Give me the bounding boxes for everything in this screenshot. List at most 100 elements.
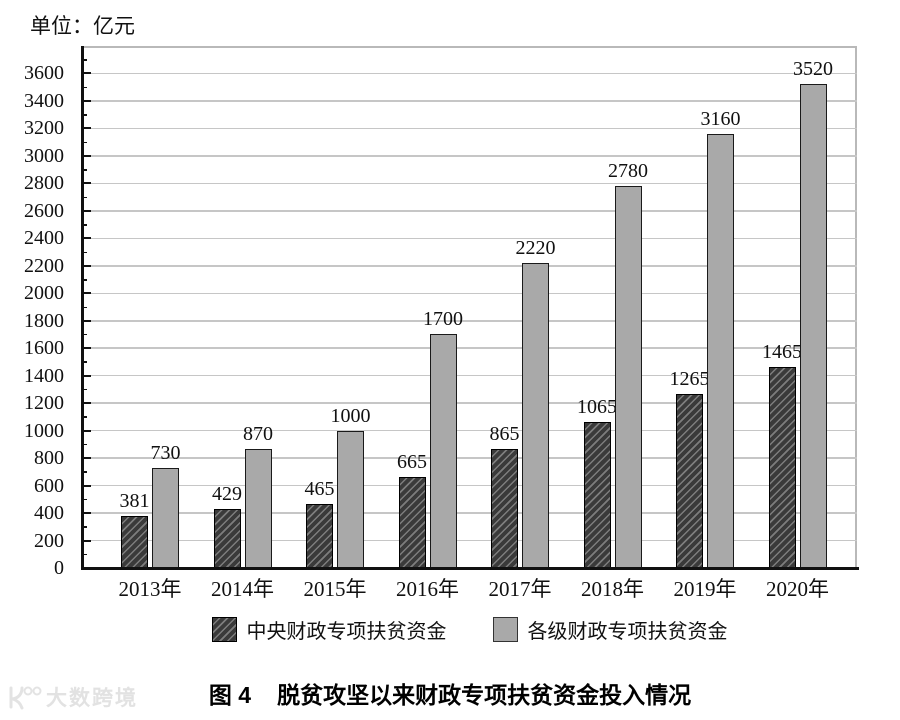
y-major-tick: [82, 319, 91, 322]
bar-value-label: 1700: [423, 308, 463, 331]
gridline: [82, 374, 857, 377]
y-major-tick: [82, 209, 91, 212]
chart-caption: 图 4 脱贫攻坚以来财政专项扶贫资金投入情况: [0, 676, 900, 710]
bar-value-label: 2780: [608, 160, 648, 183]
bar-value-label: 381: [119, 489, 150, 512]
y-major-tick: [82, 347, 91, 350]
x-axis-category-label: 2020年: [766, 577, 829, 601]
y-minor-tick: [82, 196, 87, 199]
gridline: [82, 457, 857, 459]
legend-item: 中央财政专项扶贫资金: [211, 615, 447, 644]
x-axis-category-label: 2013年: [118, 577, 182, 601]
bar-value-label: 2220: [515, 237, 556, 260]
plot-frame-top: [82, 46, 857, 48]
watermark: 大数跨境: [6, 682, 138, 712]
y-minor-tick: [82, 526, 87, 528]
y-minor-tick: [82, 553, 87, 556]
y-major-tick: [82, 99, 91, 102]
y-axis-tick-label: 1800: [24, 309, 64, 332]
y-axis-line: [81, 46, 84, 570]
y-minor-tick: [82, 388, 87, 391]
bar-value-label: 465: [304, 478, 335, 501]
y-minor-tick: [82, 416, 87, 418]
x-axis-category-label: 2017年: [488, 577, 552, 601]
y-axis-tick-label: 2800: [24, 172, 64, 195]
bar-central-fund: [121, 515, 148, 568]
y-axis-tick-label: 2400: [24, 227, 64, 250]
y-minor-tick: [82, 498, 87, 501]
gridline: [82, 237, 857, 240]
y-axis-tick-label: 3400: [24, 89, 64, 112]
gridline: [82, 210, 857, 212]
y-axis-tick-label: 800: [34, 447, 64, 470]
gridline: [82, 539, 857, 542]
gridline: [82, 320, 857, 322]
gridline: [82, 265, 857, 267]
y-axis-tick-label: 3200: [24, 117, 64, 140]
gridline: [82, 100, 857, 102]
legend-label: 各级财政专项扶贫资金: [527, 621, 728, 643]
bar-central-fund: [306, 504, 333, 568]
bar-central-fund: [676, 394, 703, 568]
plot-area: 381 730 429 870 465 1000 665 1700 865 2220 1065 278…: [81, 46, 859, 570]
y-minor-tick: [82, 361, 87, 363]
bar-value-label: 870: [243, 422, 273, 445]
bar-all-levels-fund: [244, 448, 272, 568]
bar-value-label: 1265: [669, 368, 710, 391]
y-minor-tick: [82, 471, 87, 473]
y-axis-tick-label: 1400: [24, 364, 64, 387]
gridline: [82, 484, 857, 487]
y-axis-tick-label: 2200: [24, 254, 64, 277]
caption-title: 脱贫攻坚以来财政专项扶贫资金投入情况: [277, 682, 692, 708]
bar-value-label: 1465: [762, 340, 802, 363]
y-minor-tick: [82, 251, 87, 254]
y-major-tick: [82, 127, 91, 130]
bar-all-levels-fund: [707, 133, 734, 568]
y-minor-tick: [82, 59, 87, 61]
y-major-tick: [82, 264, 91, 267]
bar-value-label: 1065: [577, 395, 617, 418]
x-axis-category-label: 2015年: [303, 577, 367, 601]
y-major-tick: [82, 154, 91, 157]
bar-all-levels-fund: [614, 186, 642, 568]
bar-value-label: 3160: [700, 107, 741, 130]
gridline: [82, 292, 857, 295]
bar-all-levels-fund: [429, 334, 457, 568]
bars-layer: 381 730 429 870 465 1000 665 1700 865 2220 1065 278…: [82, 46, 857, 568]
legend-item: 各级财政专项扶贫资金: [492, 615, 728, 644]
gridline: [82, 72, 857, 75]
legend-swatch-central-fund: [211, 617, 237, 642]
watermark-text: 大数跨境: [46, 687, 138, 710]
y-minor-tick: [82, 279, 87, 281]
y-axis-tick-label: 1200: [24, 392, 64, 415]
plot-frame-right: [855, 46, 857, 568]
bar-all-levels-fund: [337, 430, 364, 568]
bar-central-fund: [583, 421, 611, 568]
y-axis-tick-label: 200: [34, 529, 64, 552]
gridlines-layer: [82, 46, 857, 568]
y-axis-tick-label: 400: [34, 502, 64, 525]
y-axis-unit-label: 单位：亿元: [30, 14, 135, 38]
bar-central-fund: [768, 366, 796, 568]
gridline: [82, 402, 857, 404]
gridline: [82, 512, 857, 514]
bar-central-fund: [398, 476, 426, 568]
gridline: [82, 429, 857, 432]
gridline: [82, 347, 857, 349]
legend-swatch-all-levels-fund: [492, 617, 518, 642]
y-axis-tick-label: 600: [34, 474, 64, 497]
y-major-tick: [82, 182, 91, 185]
gridline: [82, 182, 857, 185]
y-minor-tick: [82, 169, 87, 171]
bar-central-fund: [213, 509, 241, 568]
y-major-tick: [82, 402, 91, 405]
bar-value-label: 865: [489, 423, 520, 446]
x-axis-line: [81, 567, 859, 570]
y-minor-tick: [82, 114, 87, 116]
y-axis-tick-label: 2600: [24, 199, 64, 222]
y-major-tick: [82, 457, 91, 460]
y-axis-tick-label: 1600: [24, 337, 64, 360]
bar-value-label: 730: [150, 441, 181, 464]
legend-label: 中央财政专项扶贫资金: [246, 621, 447, 643]
